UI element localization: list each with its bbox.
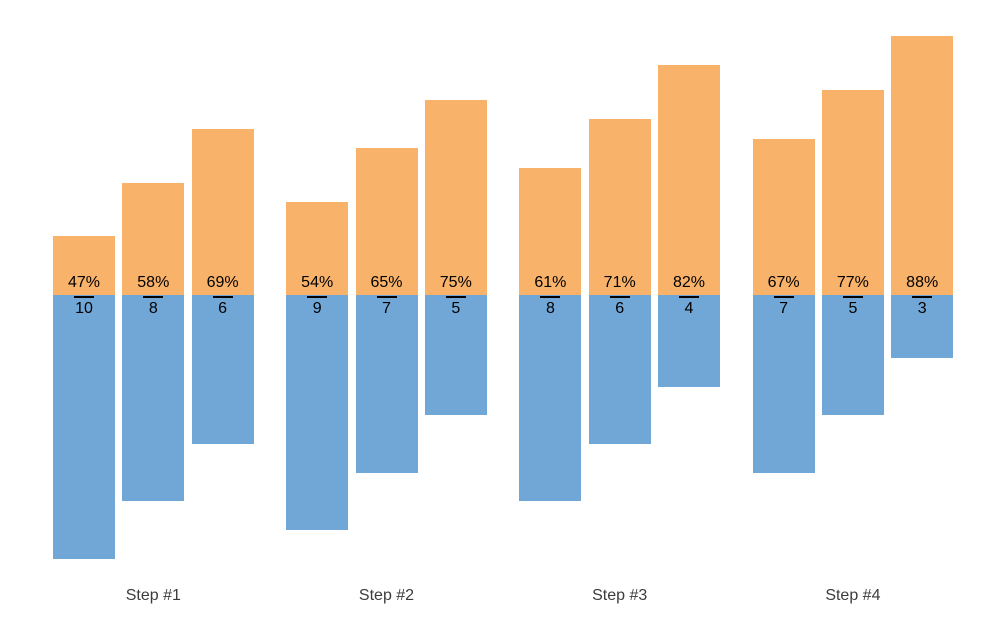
count-bar bbox=[752, 295, 815, 473]
count-bar bbox=[53, 295, 115, 559]
count-bar bbox=[891, 295, 954, 358]
percent-label: 58% bbox=[137, 274, 170, 291]
fraction-line bbox=[445, 296, 466, 298]
percent-bar bbox=[658, 65, 720, 295]
percent-label: 67% bbox=[767, 274, 800, 291]
fraction-line bbox=[143, 296, 164, 298]
count-label: 9 bbox=[312, 300, 322, 317]
count-label: 5 bbox=[848, 300, 858, 317]
fraction-line bbox=[912, 296, 933, 298]
percent-label: 71% bbox=[603, 274, 636, 291]
count-bar bbox=[658, 295, 720, 387]
fraction-line bbox=[212, 296, 233, 298]
percent-bar bbox=[821, 89, 884, 295]
count-label: 6 bbox=[218, 300, 228, 317]
fraction-line bbox=[609, 296, 630, 298]
percent-label: 88% bbox=[906, 274, 939, 291]
count-label: 7 bbox=[779, 300, 789, 317]
count-label: 8 bbox=[148, 300, 158, 317]
percent-label: 69% bbox=[206, 274, 239, 291]
count-bar bbox=[355, 295, 418, 473]
step-label: Step #1 bbox=[125, 587, 181, 604]
count-bar bbox=[821, 295, 884, 416]
step-label: Step #4 bbox=[825, 587, 881, 604]
fraction-line bbox=[74, 296, 94, 298]
percent-label: 75% bbox=[439, 274, 472, 291]
percent-bar bbox=[752, 138, 815, 295]
step-label: Step #3 bbox=[592, 587, 648, 604]
percent-bar bbox=[53, 236, 115, 295]
fraction-line bbox=[773, 296, 794, 298]
fraction-line bbox=[540, 296, 561, 298]
fraction-line bbox=[842, 296, 863, 298]
percent-label: 77% bbox=[836, 274, 869, 291]
percent-label: 82% bbox=[672, 274, 706, 291]
percent-label: 61% bbox=[534, 274, 567, 291]
count-bar bbox=[122, 295, 185, 502]
percent-label: 65% bbox=[370, 274, 403, 291]
count-label: 5 bbox=[451, 300, 461, 317]
percent-label: 47% bbox=[67, 274, 101, 291]
count-bar bbox=[588, 295, 651, 444]
count-bar bbox=[286, 295, 349, 531]
step-label: Step #2 bbox=[358, 587, 415, 604]
percent-bar bbox=[588, 119, 651, 295]
percent-bar bbox=[519, 167, 582, 295]
count-label: 10 bbox=[75, 300, 93, 317]
count-label: 6 bbox=[615, 300, 625, 317]
count-label: 8 bbox=[545, 300, 555, 317]
count-bar bbox=[519, 295, 582, 502]
percent-bar bbox=[355, 148, 418, 295]
percent-bar bbox=[122, 182, 185, 295]
fraction-line bbox=[376, 296, 397, 298]
count-label: 4 bbox=[684, 300, 694, 317]
count-bar bbox=[424, 295, 487, 416]
percent-label: 54% bbox=[301, 274, 334, 291]
count-label: 7 bbox=[382, 300, 391, 317]
count-bar bbox=[191, 295, 254, 444]
fraction-line bbox=[679, 296, 699, 298]
percent-bar bbox=[286, 202, 349, 295]
percent-bar bbox=[191, 128, 254, 295]
count-label: 3 bbox=[917, 300, 927, 317]
percent-bar bbox=[424, 99, 487, 295]
percent-bar bbox=[891, 36, 954, 295]
fraction-line bbox=[307, 296, 328, 298]
